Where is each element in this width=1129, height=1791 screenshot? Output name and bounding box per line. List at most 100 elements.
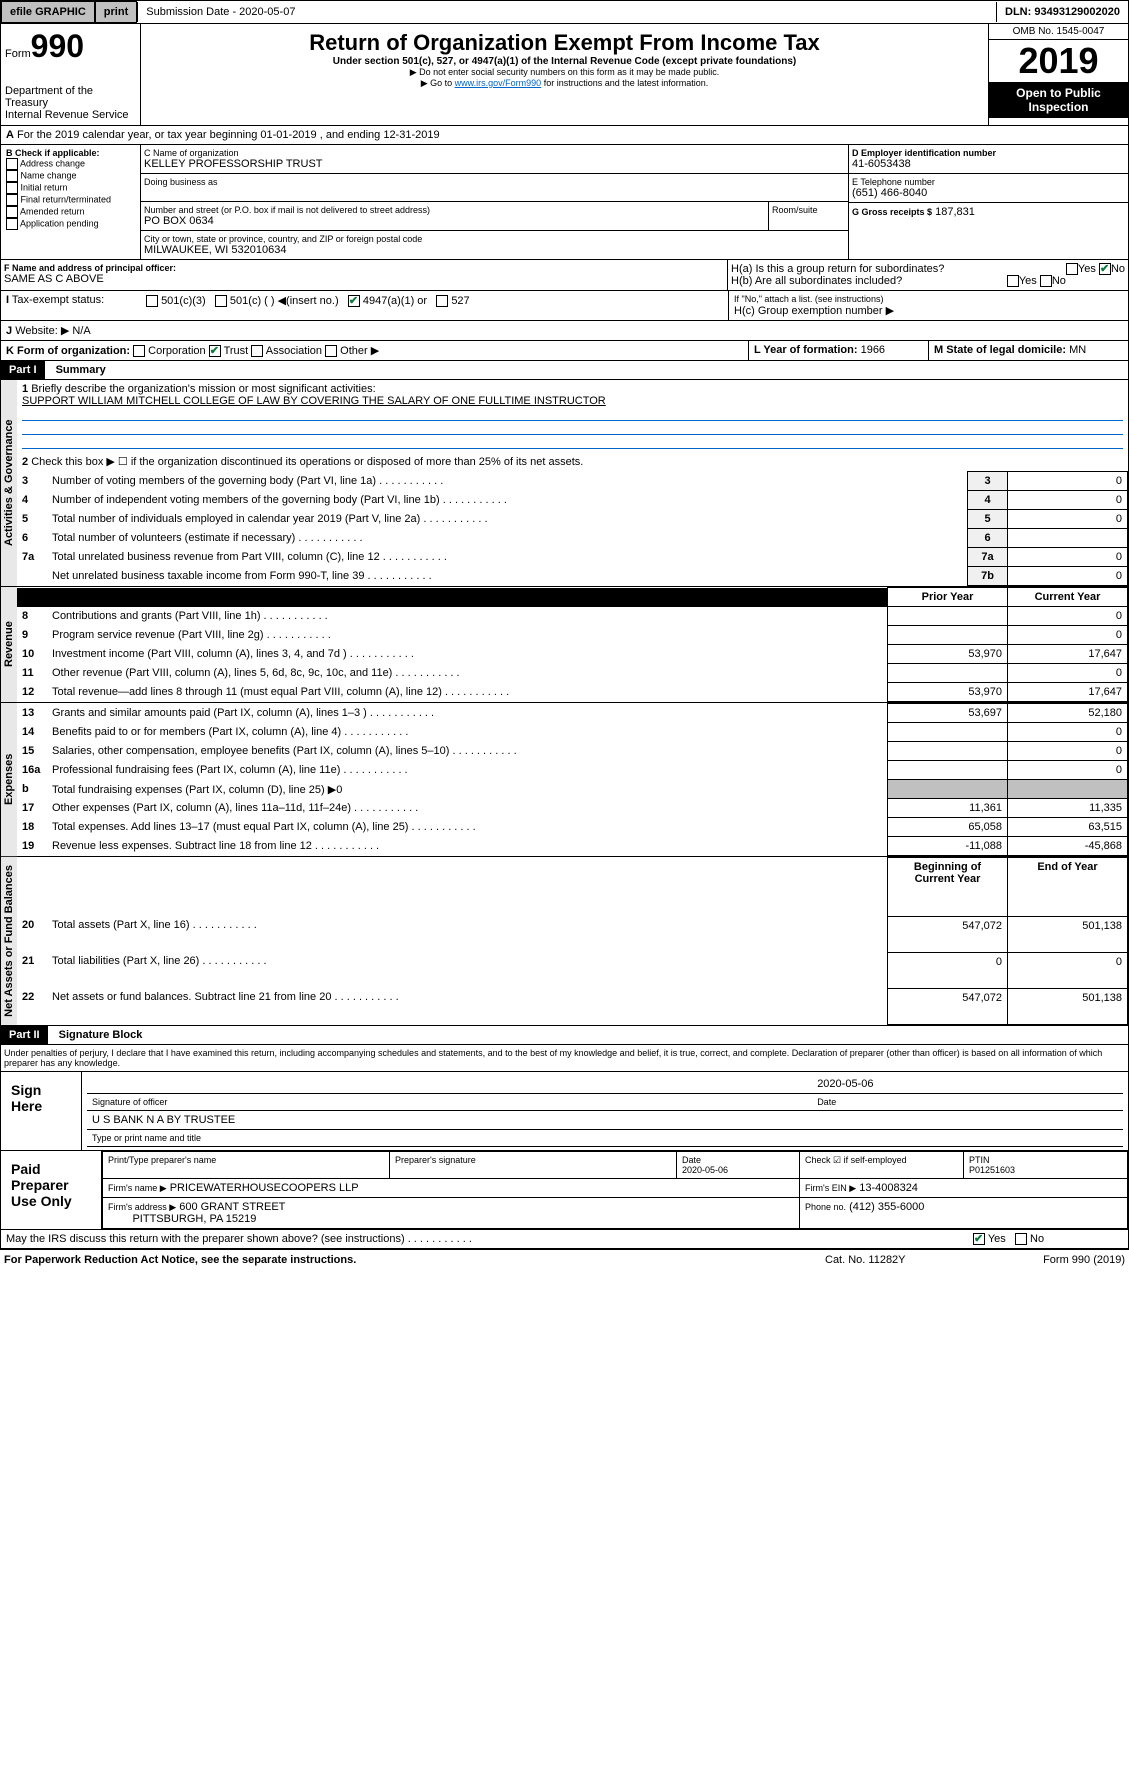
firm-phone-label: Phone no. <box>805 1202 846 1212</box>
ha-no-checkbox[interactable] <box>1099 263 1111 275</box>
prep-date-label: Date <box>682 1155 701 1165</box>
tax-year-line: For the 2019 calendar year, or tax year … <box>17 129 440 141</box>
no-label: No <box>1030 1233 1044 1245</box>
state-label: M State of legal domicile: <box>934 344 1066 356</box>
gross-label: G Gross receipts $ <box>852 207 932 217</box>
ha-label: H(a) Is this a group return for subordin… <box>731 263 944 275</box>
initial-return-label: Initial return <box>21 182 68 192</box>
part1-body: Activities & Governance 1 Briefly descri… <box>0 380 1129 587</box>
discuss-yes-checkbox[interactable] <box>973 1233 985 1245</box>
city-value: MILWAUKEE, WI 532010634 <box>144 244 845 256</box>
firm-addr: 600 GRANT STREET <box>179 1201 285 1213</box>
discuss-no-checkbox[interactable] <box>1015 1233 1027 1245</box>
governance-table: 3Number of voting members of the governi… <box>17 471 1128 586</box>
part1-title: Summary <box>48 361 114 379</box>
trust-checkbox[interactable] <box>209 345 221 357</box>
name-change-label: Name change <box>21 170 77 180</box>
expenses-table: 13Grants and similar amounts paid (Part … <box>17 703 1128 856</box>
discuss-row: May the IRS discuss this return with the… <box>0 1230 1129 1249</box>
expenses-section: Expenses 13Grants and similar amounts pa… <box>0 703 1129 857</box>
sig-date-label: Date <box>812 1094 1123 1111</box>
hc-label: H(c) Group exemption number ▶ <box>734 304 1123 317</box>
ein-value: 41-6053438 <box>852 158 1125 170</box>
trust-label: Trust <box>224 345 249 357</box>
firm-ein-label: Firm's EIN ▶ <box>805 1183 856 1193</box>
yes-label: Yes <box>988 1233 1006 1245</box>
revenue-table: Prior YearCurrent Year8Contributions and… <box>17 587 1128 702</box>
hb-no-checkbox[interactable] <box>1040 275 1052 287</box>
trustee-name: U S BANK N A BY TRUSTEE <box>87 1111 1123 1130</box>
4947-label: 4947(a)(1) or <box>363 295 427 307</box>
tax-status-label: Tax-exempt status: <box>12 294 104 306</box>
addr-change-checkbox[interactable] <box>6 158 18 170</box>
form990-link[interactable]: www.irs.gov/Form990 <box>455 78 542 88</box>
501c-checkbox[interactable] <box>215 295 227 307</box>
4947-checkbox[interactable] <box>348 295 360 307</box>
section-bcdefg: B Check if applicable: Address change Na… <box>0 145 1129 260</box>
phone-label: E Telephone number <box>852 177 1125 187</box>
amended-label: Amended return <box>20 206 85 216</box>
final-return-checkbox[interactable] <box>6 194 18 206</box>
section-klm: K Form of organization: Corporation Trus… <box>0 341 1129 361</box>
501c-label: 501(c) ( ) ◀(insert no.) <box>230 295 339 307</box>
yes-label: Yes <box>1019 275 1037 287</box>
hb-note: If "No," attach a list. (see instruction… <box>734 294 1123 304</box>
other-label: Other ▶ <box>340 345 379 357</box>
paperwork-notice: For Paperwork Reduction Act Notice, see … <box>4 1254 825 1266</box>
topbar: efile GRAPHIC print Submission Date - 20… <box>0 0 1129 24</box>
firm-addr-label: Firm's address ▶ <box>108 1202 176 1212</box>
dln: DLN: 93493129002020 <box>996 2 1128 22</box>
hb-label: H(b) Are all subordinates included? <box>731 275 902 287</box>
hb-yes-checkbox[interactable] <box>1007 275 1019 287</box>
amended-checkbox[interactable] <box>6 206 18 218</box>
q2-label: Check this box ▶ ☐ if the organization d… <box>31 456 583 468</box>
assoc-checkbox[interactable] <box>251 345 263 357</box>
section-fh: F Name and address of principal officer:… <box>0 260 1129 291</box>
perjury-text: Under penalties of perjury, I declare th… <box>0 1045 1129 1072</box>
section-a: A For the 2019 calendar year, or tax yea… <box>0 126 1129 145</box>
addr-label: Number and street (or P.O. box if mail i… <box>144 205 765 215</box>
527-label: 527 <box>451 295 469 307</box>
ha-yes-checkbox[interactable] <box>1066 263 1078 275</box>
dept-treasury: Department of the Treasury <box>5 85 136 109</box>
app-pending-checkbox[interactable] <box>6 218 18 230</box>
form-number: 990 <box>31 28 84 64</box>
net-section: Net Assets or Fund Balances Beginning of… <box>0 857 1129 1026</box>
org-name: KELLEY PROFESSORSHIP TRUST <box>144 158 845 170</box>
part2-header: Part II Signature Block <box>0 1026 1129 1045</box>
form-footer: Form 990 (2019) <box>975 1254 1125 1266</box>
q1-answer: SUPPORT WILLIAM MITCHELL COLLEGE OF LAW … <box>22 395 606 407</box>
room-label: Room/suite <box>768 202 848 230</box>
other-checkbox[interactable] <box>325 345 337 357</box>
501c3-checkbox[interactable] <box>146 295 158 307</box>
gross-value: 187,831 <box>935 206 975 218</box>
prep-date: 2020-05-06 <box>682 1165 728 1175</box>
paid-preparer-label: Paid Preparer Use Only <box>1 1151 101 1229</box>
firm-city: PITTSBURGH, PA 15219 <box>132 1213 256 1225</box>
addr-value: PO BOX 0634 <box>144 215 765 227</box>
goto-pre: ▶ Go to <box>421 78 455 88</box>
name-change-checkbox[interactable] <box>6 170 18 182</box>
final-return-label: Final return/terminated <box>21 194 112 204</box>
sig-date: 2020-05-06 <box>812 1075 1123 1094</box>
org-form-label: K Form of organization: <box>6 345 130 357</box>
org-name-label: C Name of organization <box>144 148 845 158</box>
initial-return-checkbox[interactable] <box>6 182 18 194</box>
goto-post: for instructions and the latest informat… <box>541 78 708 88</box>
corp-checkbox[interactable] <box>133 345 145 357</box>
tax-year: 2019 <box>989 40 1128 82</box>
sig-officer-label: Signature of officer <box>87 1094 812 1111</box>
paid-preparer-section: Paid Preparer Use Only Print/Type prepar… <box>0 1151 1129 1230</box>
discuss-label: May the IRS discuss this return with the… <box>6 1233 405 1245</box>
efile-btn[interactable]: efile GRAPHIC <box>1 1 95 23</box>
ein-label: D Employer identification number <box>852 148 996 158</box>
form-header: Form990 Department of the Treasury Inter… <box>0 24 1129 126</box>
print-btn[interactable]: print <box>95 1 137 23</box>
527-checkbox[interactable] <box>436 295 448 307</box>
form-title: Return of Organization Exempt From Incom… <box>147 30 982 56</box>
state-value: MN <box>1069 344 1086 356</box>
revenue-section: Revenue Prior YearCurrent Year8Contribut… <box>0 587 1129 703</box>
q1-label: Briefly describe the organization's miss… <box>31 383 375 395</box>
form-label: Form <box>5 48 31 60</box>
ptin-value: P01251603 <box>969 1165 1015 1175</box>
